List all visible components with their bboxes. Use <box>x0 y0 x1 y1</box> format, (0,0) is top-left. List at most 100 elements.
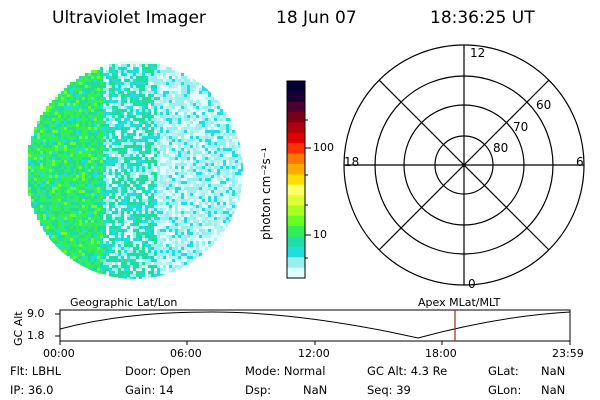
disk-pixel <box>169 259 172 262</box>
disk-pixel <box>205 109 208 112</box>
disk-pixel <box>82 100 85 103</box>
disk-pixel <box>124 91 127 94</box>
disk-pixel <box>223 199 226 202</box>
disk-pixel <box>205 205 208 208</box>
disk-pixel <box>127 148 130 151</box>
disk-pixel <box>190 151 193 154</box>
disk-pixel <box>205 211 208 214</box>
disk-pixel <box>223 193 226 196</box>
disk-pixel <box>166 184 169 187</box>
disk-pixel <box>187 205 190 208</box>
disk-pixel <box>211 142 214 145</box>
disk-pixel <box>112 175 115 178</box>
disk-pixel <box>142 274 145 277</box>
disk-pixel <box>229 148 232 151</box>
disk-pixel <box>187 124 190 127</box>
disk-pixel <box>142 133 145 136</box>
disk-pixel <box>106 151 109 154</box>
disk-pixel <box>109 112 112 115</box>
disk-pixel <box>127 253 130 256</box>
disk-pixel <box>88 79 91 82</box>
disk-pixel <box>160 106 163 109</box>
disk-pixel <box>64 214 67 217</box>
disk-pixel <box>154 175 157 178</box>
disk-pixel <box>40 124 43 127</box>
disk-pixel <box>58 133 61 136</box>
disk-pixel <box>112 154 115 157</box>
disk-pixel <box>103 217 106 220</box>
disk-pixel <box>70 211 73 214</box>
disk-pixel <box>85 205 88 208</box>
disk-pixel <box>205 157 208 160</box>
disk-pixel <box>85 178 88 181</box>
disk-pixel <box>154 136 157 139</box>
disk-pixel <box>76 172 79 175</box>
disk-pixel <box>181 208 184 211</box>
disk-pixel <box>70 232 73 235</box>
disk-pixel <box>100 220 103 223</box>
disk-pixel <box>196 199 199 202</box>
disk-pixel <box>67 241 70 244</box>
disk-pixel <box>142 202 145 205</box>
disk-pixel <box>34 151 37 154</box>
disk-pixel <box>49 115 52 118</box>
disk-pixel <box>226 190 229 193</box>
disk-pixel <box>217 103 220 106</box>
disk-pixel <box>163 223 166 226</box>
disk-pixel <box>91 190 94 193</box>
disk-pixel <box>172 196 175 199</box>
disk-pixel <box>82 247 85 250</box>
disk-pixel <box>118 217 121 220</box>
disk-pixel <box>37 199 40 202</box>
disk-pixel <box>136 223 139 226</box>
disk-pixel <box>76 115 79 118</box>
disk-pixel <box>55 244 58 247</box>
disk-pixel <box>151 217 154 220</box>
disk-pixel <box>34 169 37 172</box>
disk-pixel <box>124 154 127 157</box>
disk-pixel <box>76 211 79 214</box>
disk-pixel <box>55 202 58 205</box>
disk-pixel <box>181 220 184 223</box>
disk-pixel <box>139 79 142 82</box>
disk-pixel <box>121 175 124 178</box>
disk-pixel <box>67 199 70 202</box>
disk-pixel <box>94 250 97 253</box>
disk-pixel <box>187 175 190 178</box>
disk-pixel <box>217 208 220 211</box>
disk-pixel <box>55 136 58 139</box>
disk-pixel <box>115 88 118 91</box>
disk-pixel <box>88 250 91 253</box>
disk-pixel <box>160 148 163 151</box>
disk-pixel <box>70 226 73 229</box>
disk-pixel <box>181 136 184 139</box>
disk-pixel <box>208 232 211 235</box>
disk-pixel <box>34 136 37 139</box>
disk-pixel <box>112 112 115 115</box>
disk-pixel <box>232 184 235 187</box>
disk-pixel <box>145 193 148 196</box>
disk-pixel <box>55 199 58 202</box>
disk-pixel <box>199 238 202 241</box>
disk-pixel <box>73 220 76 223</box>
disk-pixel <box>124 166 127 169</box>
disk-pixel <box>97 76 100 79</box>
disk-pixel <box>211 133 214 136</box>
disk-pixel <box>118 112 121 115</box>
disk-pixel <box>115 187 118 190</box>
disk-pixel <box>184 253 187 256</box>
disk-pixel <box>49 145 52 148</box>
disk-pixel <box>211 169 214 172</box>
disk-pixel <box>103 247 106 250</box>
disk-pixel <box>181 91 184 94</box>
disk-pixel <box>202 208 205 211</box>
disk-pixel <box>172 226 175 229</box>
disk-pixel <box>85 253 88 256</box>
disk-pixel <box>124 253 127 256</box>
disk-pixel <box>145 115 148 118</box>
disk-pixel <box>226 118 229 121</box>
disk-pixel <box>124 220 127 223</box>
disk-pixel <box>79 190 82 193</box>
disk-pixel <box>82 151 85 154</box>
disk-pixel <box>34 199 37 202</box>
